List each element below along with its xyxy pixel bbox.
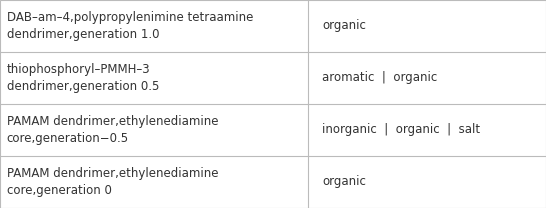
Text: PAMAM dendrimer,ethylenediamine
core,generation 0: PAMAM dendrimer,ethylenediamine core,gen… [7,167,218,197]
Text: organic: organic [322,176,366,188]
Text: inorganic  |  organic  |  salt: inorganic | organic | salt [322,124,480,136]
Text: thiophosphoryl–PMMH–3
dendrimer,generation 0.5: thiophosphoryl–PMMH–3 dendrimer,generati… [7,63,159,93]
Text: PAMAM dendrimer,ethylenediamine
core,generation−0.5: PAMAM dendrimer,ethylenediamine core,gen… [7,115,218,145]
Text: organic: organic [322,20,366,32]
Text: aromatic  |  organic: aromatic | organic [322,72,437,84]
Text: DAB–am–4,polypropylenimine tetraamine
dendrimer,generation 1.0: DAB–am–4,polypropylenimine tetraamine de… [7,11,253,41]
